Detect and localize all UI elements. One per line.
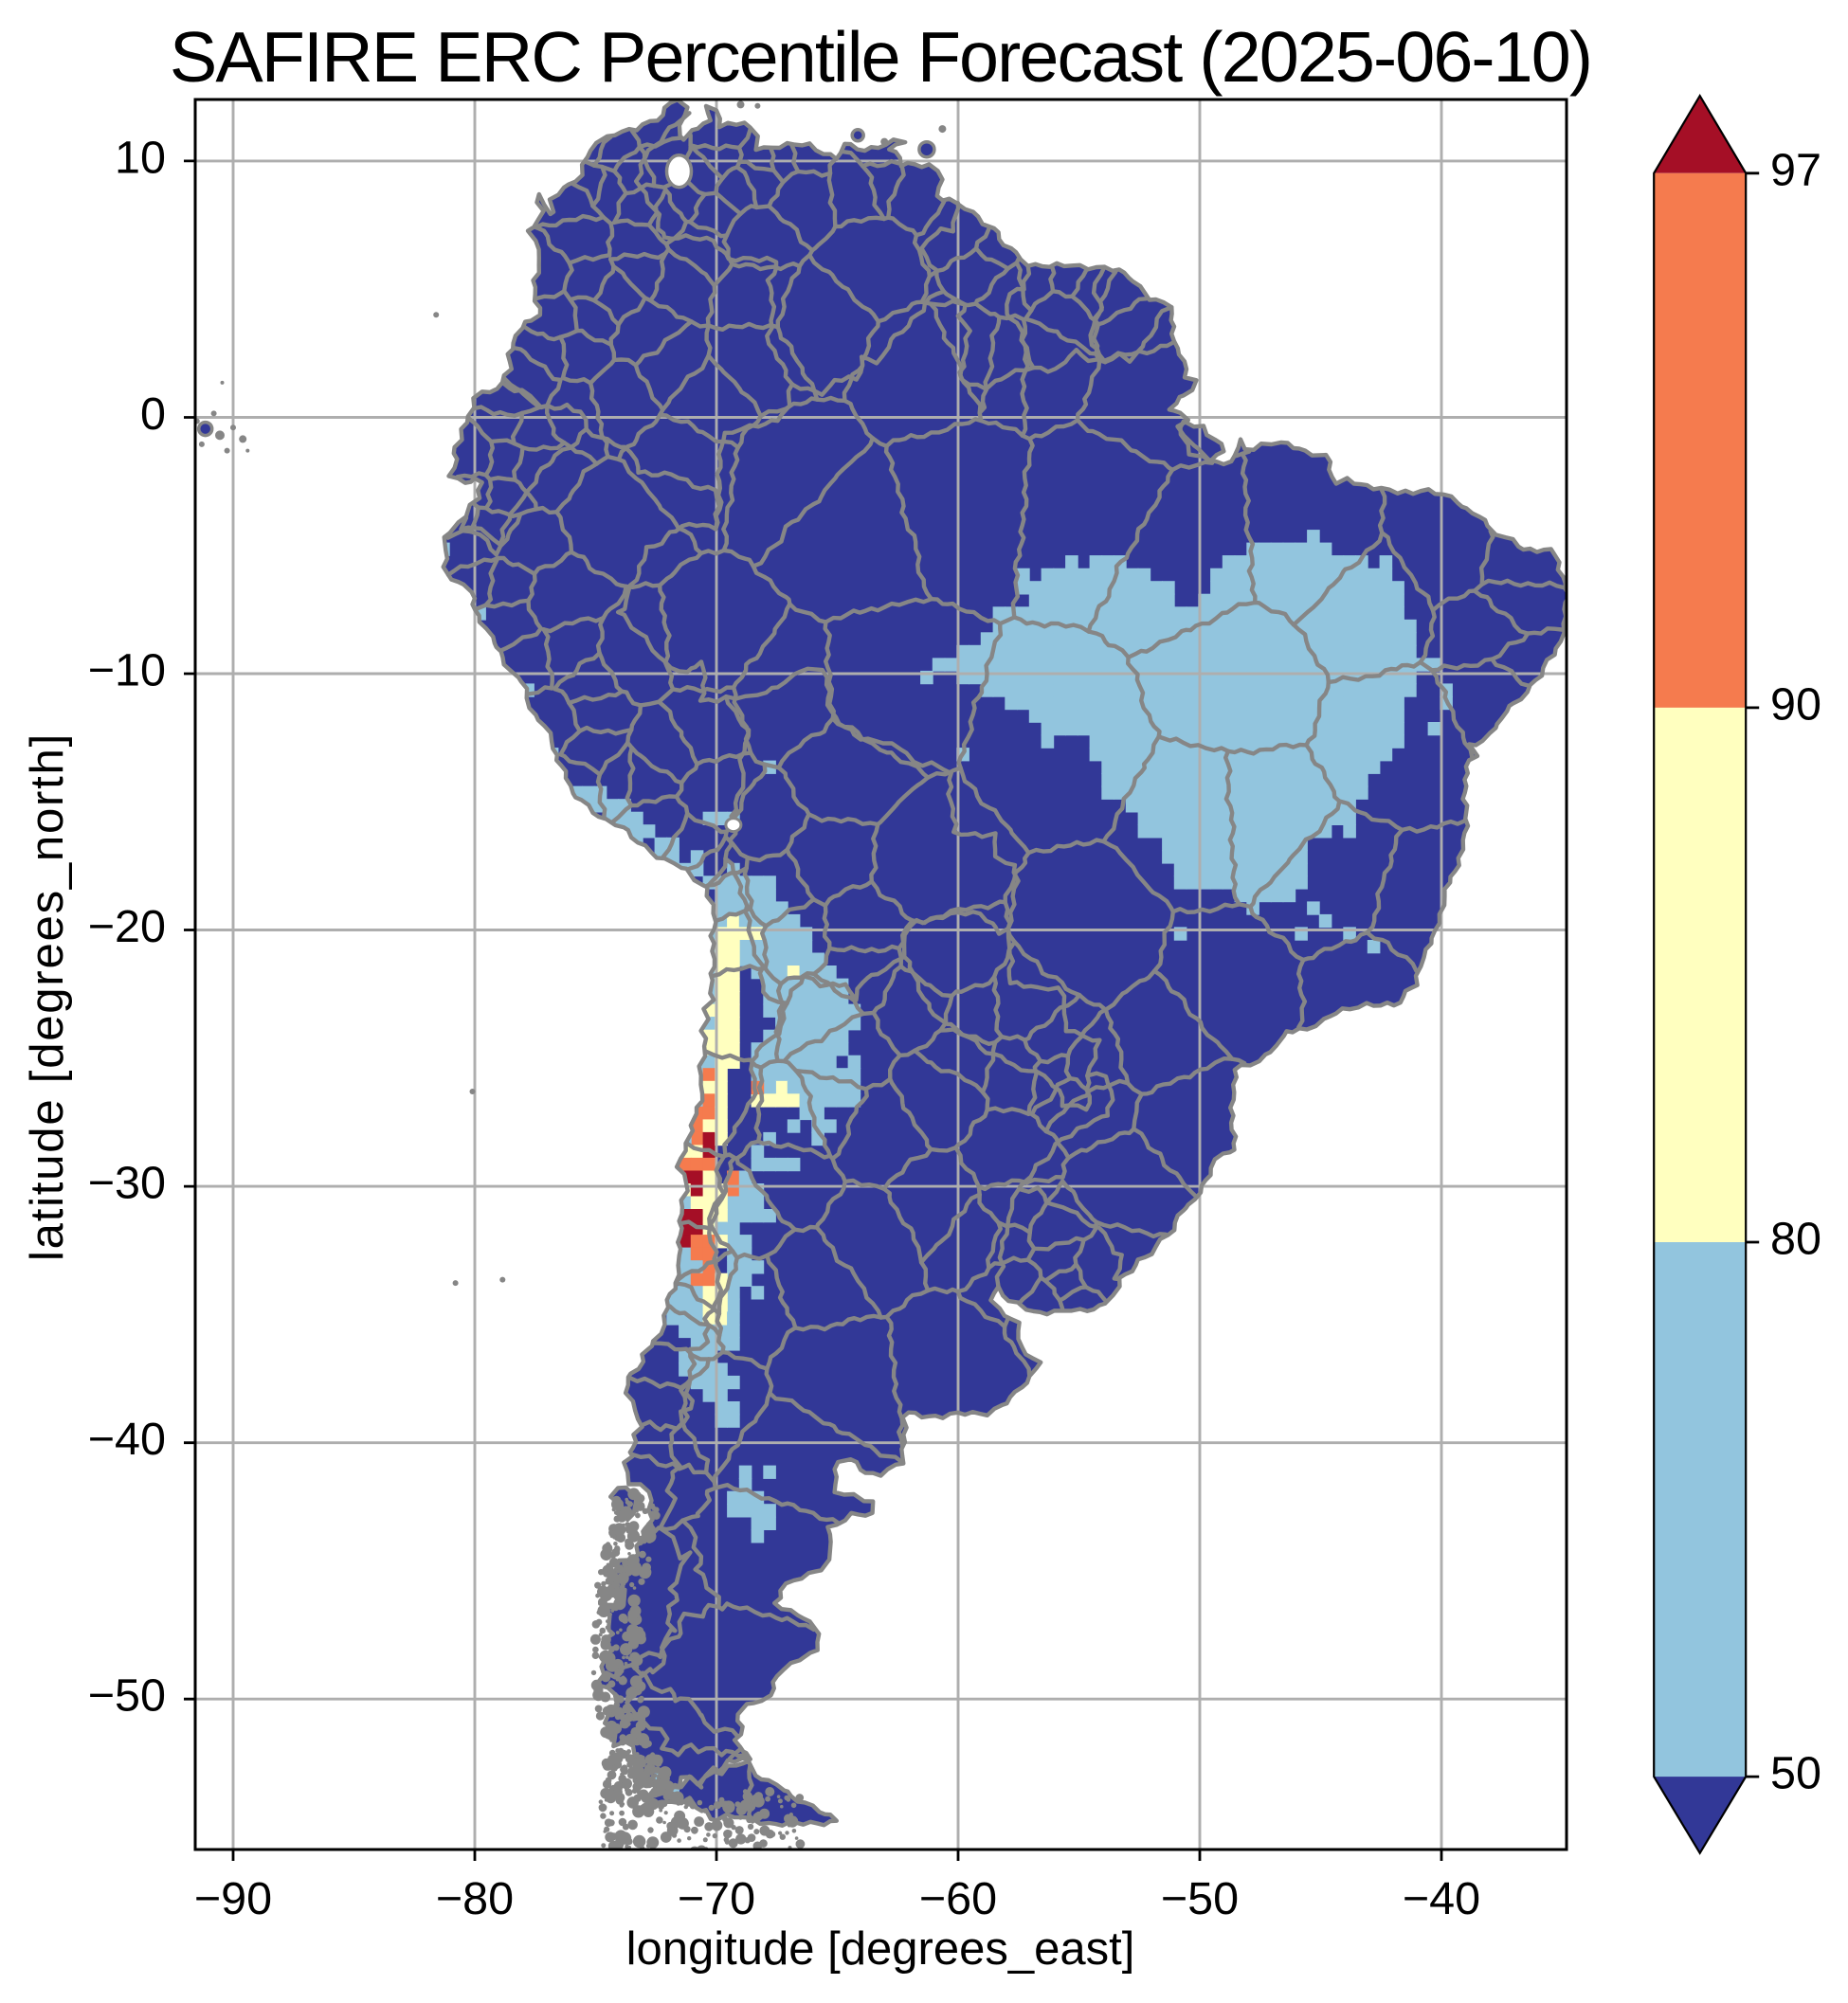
- svg-text:97: 97: [1770, 144, 1821, 195]
- svg-text:−50: −50: [88, 1670, 166, 1722]
- svg-text:−90: −90: [194, 1873, 272, 1924]
- svg-text:−30: −30: [88, 1158, 166, 1209]
- svg-text:−40: −40: [1403, 1873, 1480, 1924]
- svg-text:90: 90: [1770, 678, 1821, 730]
- svg-text:−10: −10: [88, 645, 166, 696]
- svg-text:−50: −50: [1161, 1873, 1239, 1924]
- svg-text:SAFIRE ERC Percentile Forecast: SAFIRE ERC Percentile Forecast (2025-06-…: [170, 17, 1591, 97]
- svg-text:−70: −70: [678, 1873, 755, 1924]
- svg-text:−40: −40: [88, 1414, 166, 1465]
- svg-text:−20: −20: [88, 901, 166, 952]
- svg-text:0: 0: [140, 388, 166, 440]
- svg-text:80: 80: [1770, 1214, 1821, 1265]
- svg-text:−80: −80: [436, 1873, 514, 1924]
- svg-text:−60: −60: [919, 1873, 997, 1924]
- svg-text:10: 10: [115, 132, 166, 183]
- svg-text:latitude [degrees_north]: latitude [degrees_north]: [22, 732, 73, 1261]
- svg-text:50: 50: [1770, 1748, 1821, 1799]
- svg-text:longitude [degrees_east]: longitude [degrees_east]: [626, 1923, 1135, 1975]
